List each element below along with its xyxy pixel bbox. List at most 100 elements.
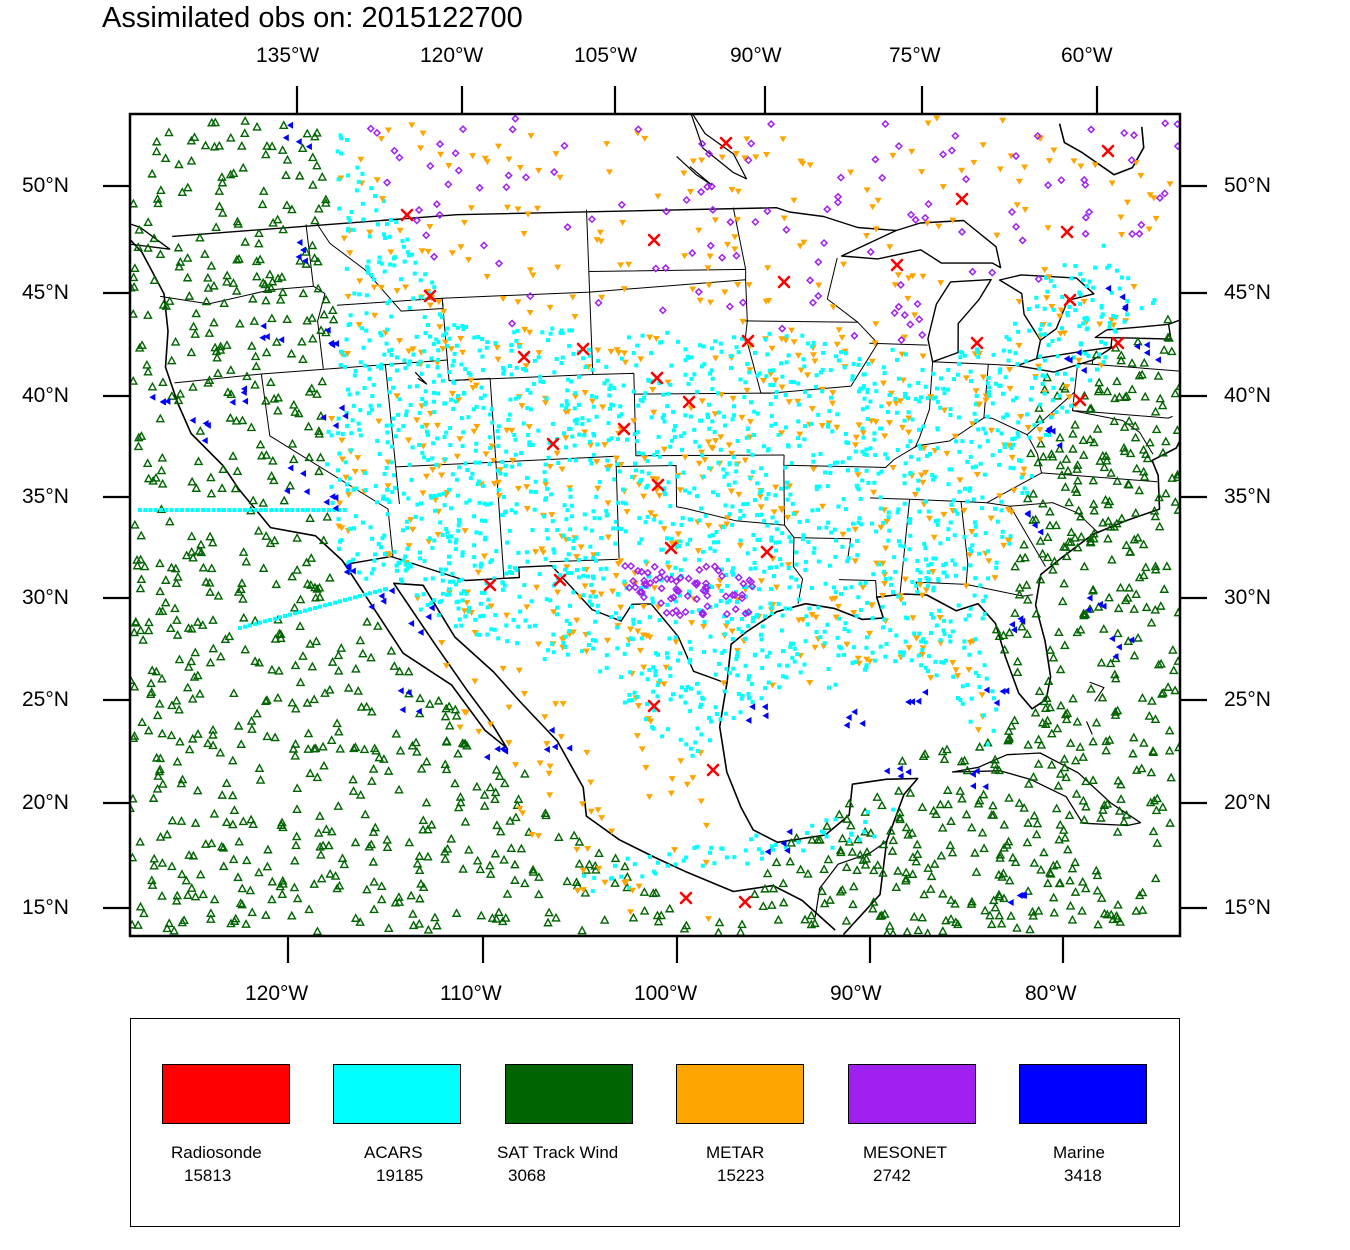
obs-marker xyxy=(889,582,893,587)
obs-marker xyxy=(790,501,795,506)
obs-marker xyxy=(171,578,182,588)
obs-marker xyxy=(1121,305,1128,313)
obs-marker xyxy=(1033,131,1042,141)
obs-marker xyxy=(698,449,706,456)
obs-marker xyxy=(829,395,833,400)
obs-marker xyxy=(928,562,933,567)
obs-marker xyxy=(650,596,655,601)
obs-marker xyxy=(605,169,613,176)
obs-marker xyxy=(154,606,165,616)
obs-marker xyxy=(1146,192,1154,199)
obs-marker xyxy=(267,664,277,674)
obs-marker xyxy=(564,557,569,562)
obs-marker xyxy=(855,539,859,543)
obs-marker xyxy=(1012,321,1017,326)
obs-marker xyxy=(820,389,825,394)
obs-marker xyxy=(457,335,465,342)
obs-marker xyxy=(1029,810,1040,820)
obs-marker xyxy=(741,502,746,507)
obs-marker xyxy=(174,704,184,714)
obs-marker xyxy=(289,882,300,892)
obs-marker xyxy=(1059,754,1070,763)
obs-marker xyxy=(917,399,922,404)
obs-marker xyxy=(902,481,907,486)
obs-marker xyxy=(577,925,587,935)
obs-marker xyxy=(130,681,140,691)
obs-marker xyxy=(968,719,973,724)
obs-marker xyxy=(1057,307,1065,314)
obs-marker xyxy=(883,654,888,659)
obs-marker xyxy=(131,617,141,627)
obs-marker xyxy=(751,217,760,227)
obs-marker xyxy=(1146,617,1157,627)
obs-marker xyxy=(385,440,390,445)
obs-marker xyxy=(385,487,390,492)
obs-marker xyxy=(709,719,714,724)
obs-marker xyxy=(487,462,492,467)
obs-marker xyxy=(1031,521,1038,529)
obs-marker xyxy=(520,878,530,888)
obs-marker xyxy=(130,281,139,291)
obs-marker xyxy=(253,525,264,535)
obs-marker xyxy=(946,895,956,904)
obs-marker xyxy=(878,839,889,849)
obs-marker xyxy=(230,483,241,493)
obs-marker xyxy=(695,460,703,467)
obs-marker xyxy=(494,479,502,486)
obs-marker xyxy=(167,861,177,871)
obs-marker xyxy=(226,918,236,928)
obs-marker xyxy=(924,499,929,504)
obs-marker xyxy=(167,815,178,825)
obs-marker xyxy=(430,456,435,461)
obs-marker xyxy=(660,415,665,420)
obs-marker xyxy=(882,928,892,936)
obs-marker xyxy=(335,523,343,530)
obs-marker xyxy=(518,403,526,410)
obs-marker xyxy=(480,553,488,560)
obs-marker xyxy=(1066,527,1077,537)
obs-marker xyxy=(356,702,367,711)
obs-marker xyxy=(1036,438,1046,448)
obs-marker xyxy=(421,592,426,597)
obs-marker xyxy=(157,478,168,488)
obs-marker xyxy=(1034,295,1039,300)
obs-marker xyxy=(472,555,477,560)
obs-marker xyxy=(485,860,495,870)
obs-marker xyxy=(902,473,907,478)
obs-marker xyxy=(526,329,534,336)
obs-marker xyxy=(930,534,938,541)
obs-marker xyxy=(385,512,390,517)
obs-marker xyxy=(982,713,986,718)
obs-marker xyxy=(778,897,789,907)
obs-marker xyxy=(637,516,642,521)
obs-marker xyxy=(699,732,704,737)
obs-marker xyxy=(1072,464,1082,473)
obs-marker xyxy=(717,434,725,441)
obs-marker xyxy=(919,889,929,899)
obs-marker xyxy=(522,363,530,370)
obs-marker xyxy=(836,504,841,509)
obs-marker xyxy=(738,594,747,603)
obs-marker xyxy=(1042,391,1047,396)
obs-marker xyxy=(629,577,638,586)
obs-marker xyxy=(800,333,805,338)
obs-marker xyxy=(764,654,769,659)
obs-marker xyxy=(813,384,818,389)
obs-marker xyxy=(703,602,712,611)
obs-marker xyxy=(267,313,277,323)
obs-marker xyxy=(248,623,252,628)
obs-marker xyxy=(746,419,754,426)
obs-marker xyxy=(460,550,465,555)
obs-marker xyxy=(382,232,386,237)
obs-marker xyxy=(842,365,847,370)
obs-marker xyxy=(808,612,816,619)
obs-marker xyxy=(587,808,595,815)
obs-marker xyxy=(931,396,936,401)
obs-marker xyxy=(1040,703,1051,712)
obs-marker xyxy=(1138,539,1149,549)
obs-marker xyxy=(618,404,623,409)
obs-marker xyxy=(302,578,313,588)
obs-marker xyxy=(193,729,203,738)
obs-marker xyxy=(1102,798,1113,808)
obs-marker xyxy=(936,850,947,860)
